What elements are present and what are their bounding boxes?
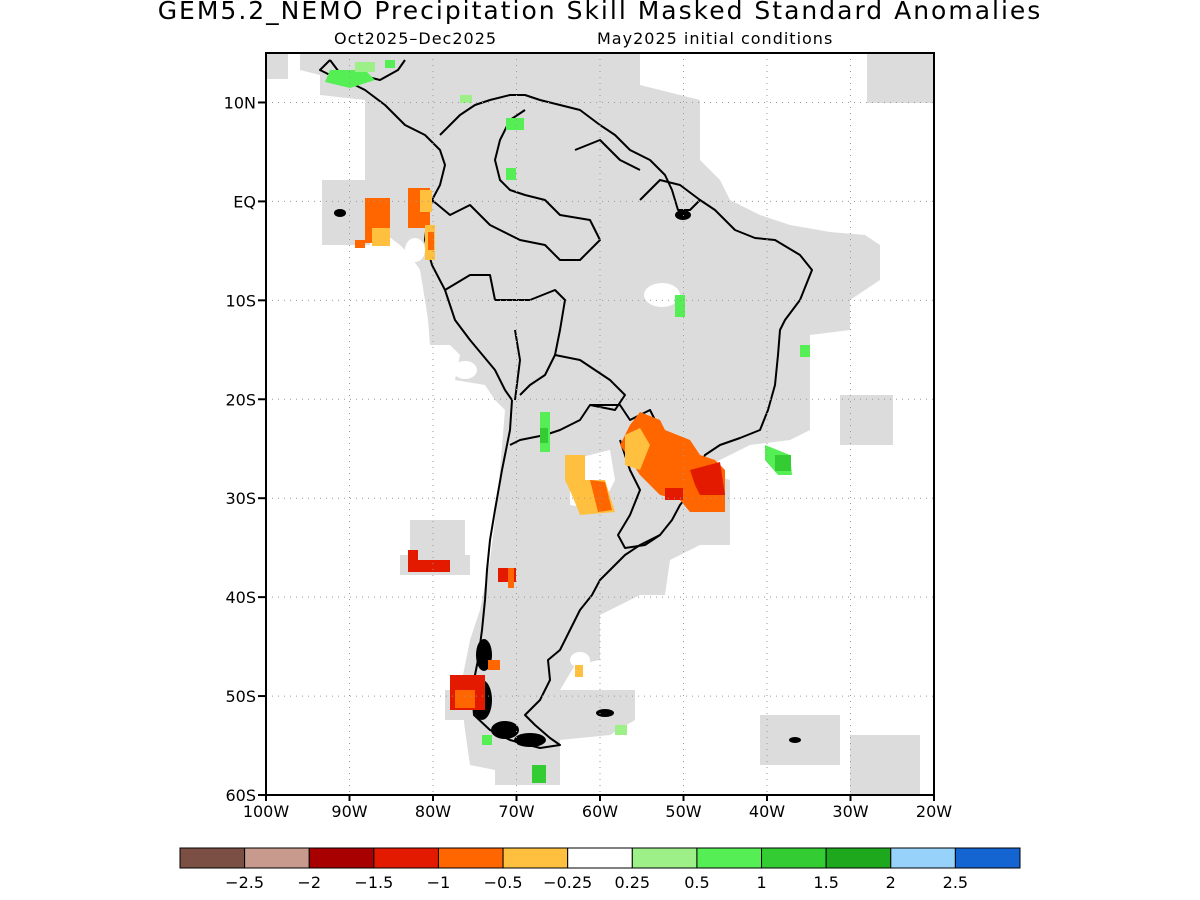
longitude-axis: 100W 90W 80W 70W 60W 50W 40W 30W 20W	[243, 795, 952, 821]
colorbar-label: 1	[756, 873, 766, 892]
lon-tick-label: 30W	[832, 802, 868, 821]
skill-mask-region	[266, 53, 934, 795]
lon-tick-label: 100W	[243, 802, 290, 821]
colorbar-swatch	[890, 847, 956, 869]
colorbar-swatch	[502, 847, 569, 869]
lon-tick-label: 50W	[665, 802, 701, 821]
lon-tick-label: 90W	[331, 802, 367, 821]
lat-tick-label: 10N	[224, 93, 256, 112]
colorbar-label: −2	[297, 873, 321, 892]
wet-anomaly-patches	[325, 60, 810, 783]
forecast-period: Oct2025–Dec2025	[334, 29, 498, 48]
lat-tick-label: 40S	[225, 588, 256, 607]
colorbar-label: −0.5	[484, 873, 523, 892]
lat-tick-label: 30S	[225, 489, 256, 508]
colorbar-label: −1	[427, 873, 451, 892]
lat-tick-label: 60S	[225, 786, 256, 805]
lat-tick-label: 50S	[225, 687, 256, 706]
colorbar-label: −0.25	[543, 873, 592, 892]
colorbar: −2.5 −2 −1.5 −1 −0.5 −0.25 0.25 0.5 1 1.5 2 2.5	[179, 847, 1021, 892]
colorbar-swatch	[179, 847, 246, 869]
colorbar-swatch	[437, 847, 504, 869]
colorbar-swatch	[567, 847, 633, 869]
latitude-axis: 10N EQ 10S 20S 30S 40S 50S 60S	[224, 93, 266, 805]
lat-tick-label: EQ	[233, 192, 256, 211]
colorbar-label: 1.5	[813, 873, 838, 892]
colorbar-swatch	[373, 847, 439, 869]
colorbar-swatch	[954, 847, 1021, 869]
lat-tick-label: 10S	[225, 291, 256, 310]
lat-tick-label: 20S	[225, 390, 256, 409]
initial-conditions: May2025 initial conditions	[597, 29, 834, 48]
colorbar-swatch	[308, 847, 375, 869]
colorbar-swatch	[696, 847, 763, 869]
map-title: GEM5.2_NEMO Precipitation Skill Masked S…	[157, 0, 1043, 25]
lon-tick-label: 40W	[749, 802, 785, 821]
colorbar-label: 2	[886, 873, 896, 892]
lon-tick-label: 60W	[582, 802, 618, 821]
lon-tick-label: 20W	[916, 802, 952, 821]
colorbar-swatch	[825, 847, 892, 869]
colorbar-label: −1.5	[354, 873, 393, 892]
colorbar-label: 2.5	[943, 873, 968, 892]
gridlines	[266, 53, 934, 795]
colorbar-label: 0.5	[684, 873, 709, 892]
colorbar-swatch	[761, 847, 827, 869]
colorbar-label: −2.5	[225, 873, 264, 892]
colorbar-swatch	[244, 847, 310, 869]
dry-anomaly-patches	[355, 188, 725, 710]
lon-tick-label: 80W	[415, 802, 451, 821]
colorbar-label: 0.25	[614, 873, 650, 892]
lon-tick-label: 70W	[498, 802, 534, 821]
colorbar-swatch	[631, 847, 698, 869]
